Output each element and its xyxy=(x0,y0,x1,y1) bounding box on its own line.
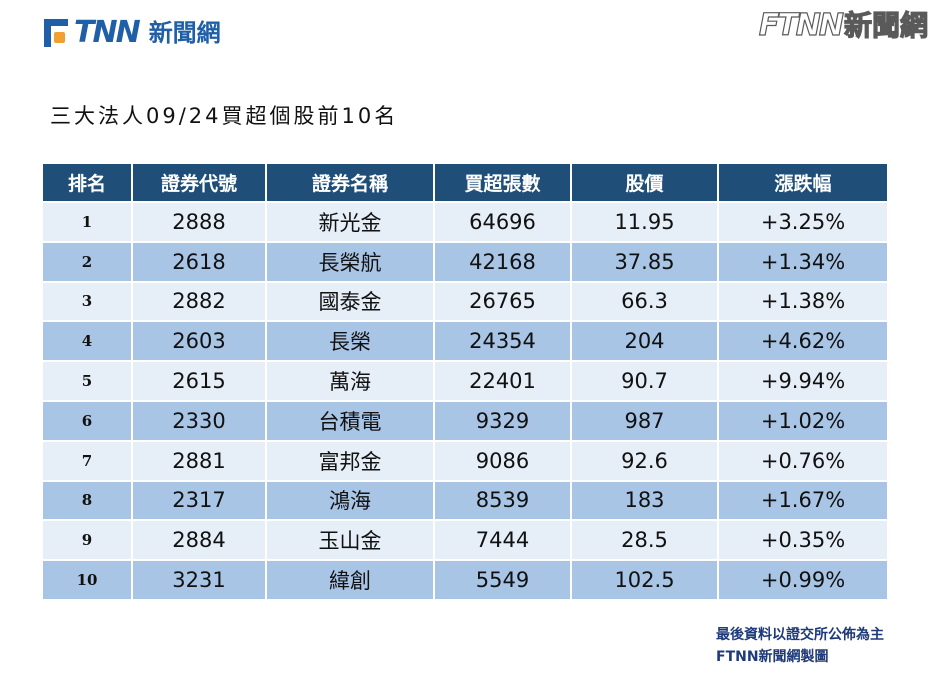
table-body: 1 2888 新光金 64696 11.95 +3.25% 2 2618 長榮航 42168 37.… xyxy=(43,201,887,599)
stock-table: 排名 證券代號 證券名稱 買超張數 股價 漲跌幅 1 2888 新光金 64696 11… xyxy=(43,164,887,599)
cell-change: +0.35% xyxy=(718,519,887,561)
cell-volume: 26765 xyxy=(434,280,572,322)
header-price: 股價 xyxy=(571,164,719,202)
table-row: 4 2603 長榮 24354 204 +4.62% xyxy=(43,320,887,362)
page-title: 三大法人09/24買超個股前10名 xyxy=(50,104,399,128)
cell-price: 102.5 xyxy=(571,559,719,599)
cell-rank: 1 xyxy=(43,201,133,242)
cell-rank: 2 xyxy=(43,240,133,282)
cell-price: 183 xyxy=(571,479,719,521)
cell-volume: 9329 xyxy=(434,399,572,441)
cell-change: +1.02% xyxy=(718,399,887,441)
cell-change: +1.34% xyxy=(718,240,887,282)
table-row: 8 2317 鴻海 8539 183 +1.67% xyxy=(43,479,887,521)
cell-rank: 8 xyxy=(43,479,133,521)
ftnn-watermark: FTNN 新聞網 xyxy=(758,7,928,44)
cell-rank: 6 xyxy=(43,399,133,441)
cell-rank: 5 xyxy=(43,360,133,401)
cell-change: +3.25% xyxy=(718,201,887,242)
cell-code: 2881 xyxy=(132,439,267,481)
header-code: 證券代號 xyxy=(132,164,267,202)
cell-name: 長榮航 xyxy=(266,240,435,282)
cell-code: 2888 xyxy=(132,201,267,242)
cell-change: +1.67% xyxy=(718,479,887,521)
logo-f-icon xyxy=(44,19,68,47)
cell-code: 2615 xyxy=(132,360,267,401)
cell-name: 新光金 xyxy=(266,201,435,242)
cell-change: +9.94% xyxy=(718,360,887,401)
cell-change: +0.76% xyxy=(718,439,887,481)
cell-price: 66.3 xyxy=(571,280,719,322)
cell-volume: 7444 xyxy=(434,519,572,561)
table-row: 3 2882 國泰金 26765 66.3 +1.38% xyxy=(43,280,887,322)
cell-volume: 22401 xyxy=(434,360,572,401)
footer-source-note: 最後資料以證交所公佈為主 xyxy=(716,627,884,643)
cell-name: 台積電 xyxy=(266,399,435,441)
ftnn-logo: TNN 新聞網 xyxy=(44,16,221,50)
cell-change: +4.62% xyxy=(718,320,887,362)
ftnn-logo-mark: TNN xyxy=(44,15,141,50)
cell-code: 2603 xyxy=(132,320,267,362)
logo-letters: TNN xyxy=(74,15,141,50)
cell-name: 國泰金 xyxy=(266,280,435,322)
cell-price: 11.95 xyxy=(571,201,719,242)
cell-volume: 9086 xyxy=(434,439,572,481)
cell-price: 987 xyxy=(571,399,719,441)
cell-code: 2618 xyxy=(132,240,267,282)
cell-price: 28.5 xyxy=(571,519,719,561)
watermark-chinese-text: 新聞網 xyxy=(843,8,928,42)
cell-name: 鴻海 xyxy=(266,479,435,521)
cell-code: 2317 xyxy=(132,479,267,521)
cell-price: 37.85 xyxy=(571,240,719,282)
table-row: 10 3231 緯創 5549 102.5 +0.99% xyxy=(43,559,887,599)
table-row: 1 2888 新光金 64696 11.95 +3.25% xyxy=(43,201,887,242)
cell-name: 萬海 xyxy=(266,360,435,401)
cell-volume: 8539 xyxy=(434,479,572,521)
cell-volume: 24354 xyxy=(434,320,572,362)
watermark-letters: FTNN xyxy=(758,7,844,43)
cell-code: 3231 xyxy=(132,559,267,599)
cell-name: 長榮 xyxy=(266,320,435,362)
cell-code: 2330 xyxy=(132,399,267,441)
table-row: 9 2884 玉山金 7444 28.5 +0.35% xyxy=(43,519,887,561)
header-change: 漲跌幅 xyxy=(718,164,887,202)
cell-volume: 5549 xyxy=(434,559,572,599)
cell-name: 富邦金 xyxy=(266,439,435,481)
cell-code: 2882 xyxy=(132,280,267,322)
cell-rank: 10 xyxy=(43,559,133,599)
footer-note: 最後資料以證交所公佈為主 FTNN新聞網製圖 xyxy=(716,624,884,668)
cell-change: +0.99% xyxy=(718,559,887,599)
header-rank: 排名 xyxy=(43,164,133,202)
cell-price: 204 xyxy=(571,320,719,362)
cell-code: 2884 xyxy=(132,519,267,561)
cell-rank: 4 xyxy=(43,320,133,362)
cell-volume: 64696 xyxy=(434,201,572,242)
cell-name: 緯創 xyxy=(266,559,435,599)
table-row: 7 2881 富邦金 9086 92.6 +0.76% xyxy=(43,439,887,481)
cell-volume: 42168 xyxy=(434,240,572,282)
footer-credit: FTNN新聞網製圖 xyxy=(716,649,829,665)
cell-rank: 9 xyxy=(43,519,133,561)
cell-change: +1.38% xyxy=(718,280,887,322)
header-volume: 買超張數 xyxy=(434,164,572,202)
table-row: 5 2615 萬海 22401 90.7 +9.94% xyxy=(43,360,887,401)
cell-rank: 7 xyxy=(43,439,133,481)
cell-name: 玉山金 xyxy=(266,519,435,561)
cell-price: 92.6 xyxy=(571,439,719,481)
logo-chinese-text: 新聞網 xyxy=(148,19,221,47)
table-row: 6 2330 台積電 9329 987 +1.02% xyxy=(43,399,887,441)
cell-price: 90.7 xyxy=(571,360,719,401)
table-row: 2 2618 長榮航 42168 37.85 +1.34% xyxy=(43,240,887,282)
header-name: 證券名稱 xyxy=(266,164,435,202)
cell-rank: 3 xyxy=(43,280,133,322)
table-header-row: 排名 證券代號 證券名稱 買超張數 股價 漲跌幅 xyxy=(43,164,887,202)
